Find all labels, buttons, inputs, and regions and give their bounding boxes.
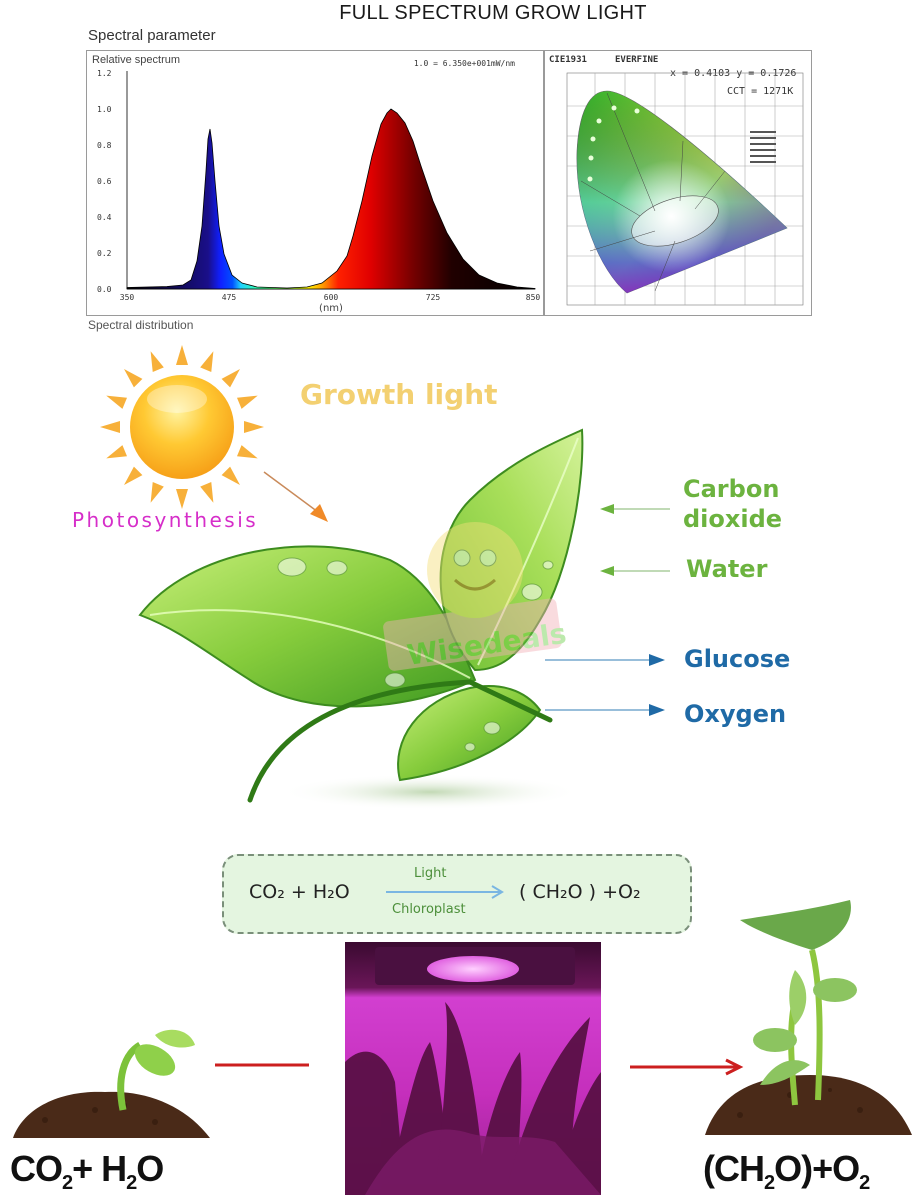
- equation-reactants: CO₂ + H₂O: [249, 881, 350, 903]
- growth-light-label: Growth light: [300, 378, 498, 411]
- equation-chloroplast: Chloroplast: [392, 902, 466, 917]
- svg-text:600: 600: [324, 293, 339, 302]
- chart-scale-note: 1.0 = 6.350e+001mW/nm: [413, 59, 515, 68]
- svg-text:850: 850: [526, 293, 541, 302]
- svg-text:725: 725: [426, 293, 441, 302]
- cie-title-right: EVERFINE: [615, 55, 659, 65]
- cie-cct: CCT = 1271K: [727, 86, 794, 97]
- cie-diagram: [566, 72, 804, 306]
- photosynthesis-label: Photosynthesis: [72, 508, 259, 532]
- output-oxygen: Oxygen: [684, 700, 787, 728]
- input-arrows: [600, 504, 670, 576]
- output-arrows: [545, 654, 665, 716]
- chart-title: Relative spectrum: [92, 54, 181, 66]
- photosynthesis-equation: CO₂ + H₂O Light Chloroplast ( CH₂O ) +O₂: [222, 854, 692, 934]
- svg-text:1.2: 1.2: [97, 69, 112, 78]
- svg-text:(nm): (nm): [319, 303, 343, 314]
- input-water: Water: [686, 555, 768, 583]
- grown-plant-icon: [705, 900, 912, 1135]
- output-glucose: Glucose: [684, 645, 791, 673]
- spectral-parameter-label: Spectral parameter: [88, 27, 216, 44]
- svg-text:0.4: 0.4: [97, 213, 112, 222]
- svg-text:0.0: 0.0: [97, 285, 112, 294]
- leaves-illustration: Wisedeals: [138, 428, 584, 810]
- cie-title-left: CIE1931: [549, 55, 587, 65]
- grow-light-photo: [345, 942, 601, 1195]
- equation-arrow-icon: [386, 885, 504, 899]
- svg-text:0.8: 0.8: [97, 141, 112, 150]
- relative-spectrum-chart: Relative spectrum 1.0 = 6.350e+001mW/nm: [86, 50, 544, 316]
- equation-products: ( CH₂O ) +O₂: [519, 881, 641, 903]
- sun-icon: [100, 345, 264, 509]
- input-carbon-dioxide: Carbon dioxide: [683, 475, 783, 533]
- sun-arrow-icon: [263, 471, 328, 522]
- cie-coordinates: x = 0.4103 y = 0.1726: [670, 68, 797, 79]
- svg-text:0.6: 0.6: [97, 177, 112, 186]
- seedling-small-icon: [13, 1029, 210, 1138]
- svg-text:1.0: 1.0: [97, 105, 112, 114]
- equation-light: Light: [414, 866, 447, 881]
- reactants-formula: CO2+ H2O: [10, 1148, 164, 1195]
- page-title: FULL SPECTRUM GROW LIGHT: [339, 2, 647, 24]
- products-formula: (CH2O)+O2: [703, 1148, 870, 1195]
- spectrum-plot: 0.0 0.2 0.4 0.6 0.8 1.0 1.2 350 475 600 …: [97, 69, 541, 314]
- svg-text:475: 475: [222, 293, 237, 302]
- cie1931-chart: CIE1931 EVERFINE x = 0.4103 y = 0.1726 C…: [544, 50, 812, 316]
- process-line-left: [215, 1063, 309, 1067]
- svg-text:350: 350: [120, 293, 135, 302]
- spectral-distribution-label: Spectral distribution: [88, 318, 194, 332]
- svg-text:0.2: 0.2: [97, 249, 112, 258]
- process-arrow-right: [630, 1058, 744, 1076]
